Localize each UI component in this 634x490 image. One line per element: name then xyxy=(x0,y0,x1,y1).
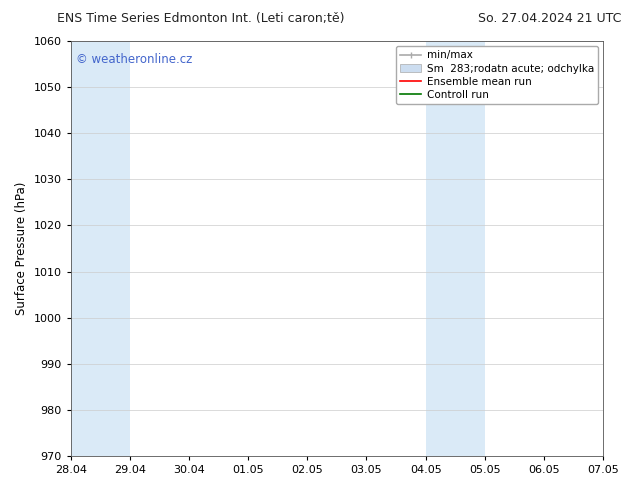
Legend: min/max, Sm  283;rodatn acute; odchylka, Ensemble mean run, Controll run: min/max, Sm 283;rodatn acute; odchylka, … xyxy=(396,46,598,104)
Y-axis label: Surface Pressure (hPa): Surface Pressure (hPa) xyxy=(15,182,28,315)
Bar xyxy=(71,41,130,456)
Bar xyxy=(603,41,633,456)
Bar xyxy=(425,41,485,456)
Text: © weatheronline.cz: © weatheronline.cz xyxy=(76,53,192,67)
Text: So. 27.04.2024 21 UTC: So. 27.04.2024 21 UTC xyxy=(478,12,621,25)
Text: ENS Time Series Edmonton Int. (Leti caron;tě): ENS Time Series Edmonton Int. (Leti caro… xyxy=(57,12,344,25)
